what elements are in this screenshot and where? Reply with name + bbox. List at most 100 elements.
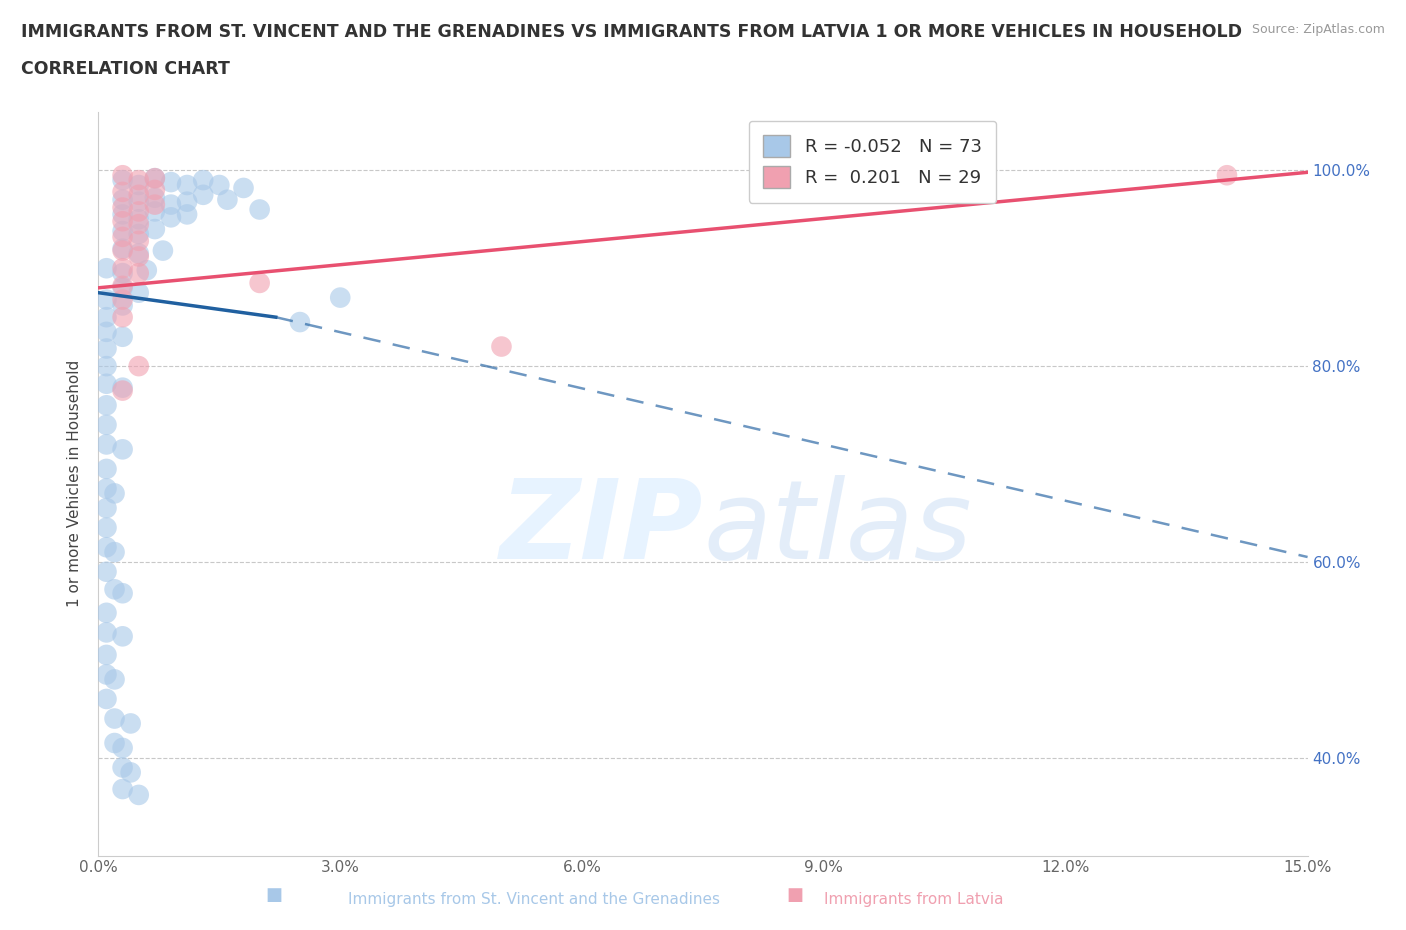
Point [111,310,134,325]
Point [160,197,183,212]
Point [143,171,166,186]
Point [111,278,134,293]
Point [96,647,118,662]
Point [128,266,150,281]
Point [111,193,134,207]
Text: CORRELATION CHART: CORRELATION CHART [21,60,231,78]
Point [96,605,118,620]
Point [111,292,134,307]
Point [103,736,125,751]
Point [96,625,118,640]
Point [103,582,125,597]
Point [111,586,134,601]
Point [96,260,118,275]
Point [143,171,166,186]
Point [111,280,134,295]
Point [176,207,198,222]
Point [96,481,118,496]
Point [111,380,134,395]
Point [111,230,134,245]
Point [128,233,150,248]
Point [96,520,118,535]
Point [111,241,134,256]
Point [111,223,134,238]
Text: atlas: atlas [703,474,972,582]
Point [96,461,118,476]
Point [152,243,174,258]
Point [111,266,134,281]
Point [96,500,118,515]
Point [128,212,150,227]
Legend: R = -0.052   N = 73, R =  0.201   N = 29: R = -0.052 N = 73, R = 0.201 N = 29 [749,121,997,203]
Point [143,204,166,219]
Point [128,178,150,193]
Point [96,377,118,392]
Point [329,290,352,305]
Point [193,173,215,188]
Point [208,178,231,193]
Point [111,200,134,215]
Point [128,204,150,219]
Point [217,193,239,207]
Point [103,545,125,560]
Point [111,629,134,644]
Point [232,180,254,195]
Point [491,339,513,354]
Point [135,263,157,278]
Point [103,486,125,501]
Point [111,184,134,199]
Point [249,202,271,217]
Text: ZIP: ZIP [499,474,703,582]
Point [96,418,118,432]
Y-axis label: 1 or more Vehicles in Household: 1 or more Vehicles in Household [67,360,83,607]
Point [160,210,183,225]
Point [111,207,134,222]
Point [120,765,142,780]
Text: IMMIGRANTS FROM ST. VINCENT AND THE GRENADINES VS IMMIGRANTS FROM LATVIA 1 OR MO: IMMIGRANTS FROM ST. VINCENT AND THE GREN… [21,23,1241,41]
Point [111,260,134,275]
Point [128,187,150,202]
Point [128,286,150,300]
Point [103,711,125,726]
Point [96,325,118,339]
Point [160,175,183,190]
Point [143,221,166,236]
Point [128,194,150,209]
Point [288,314,311,329]
Text: ■: ■ [266,886,283,904]
Point [96,565,118,579]
Point [96,539,118,554]
Point [111,214,134,229]
Point [96,292,118,307]
Point [111,781,134,796]
Point [96,359,118,374]
Point [128,217,150,232]
Point [111,298,134,312]
Point [96,437,118,452]
Point [111,167,134,182]
Point [176,194,198,209]
Point [143,191,166,206]
Point [96,341,118,356]
Point [96,667,118,682]
Point [128,359,150,374]
Point [111,740,134,755]
Text: Immigrants from St. Vincent and the Grenadines: Immigrants from St. Vincent and the Gren… [349,892,720,907]
Point [111,760,134,775]
Point [111,173,134,188]
Point [96,310,118,325]
Point [96,692,118,707]
Point [193,187,215,202]
Point [128,788,150,803]
Text: Source: ZipAtlas.com: Source: ZipAtlas.com [1251,23,1385,36]
Point [96,398,118,413]
Point [143,182,166,197]
Point [128,227,150,242]
Point [111,243,134,258]
Text: Immigrants from Latvia: Immigrants from Latvia [824,892,1004,907]
Point [128,249,150,264]
Text: ■: ■ [786,886,803,904]
Point [111,329,134,344]
Point [1216,167,1239,182]
Point [103,672,125,687]
